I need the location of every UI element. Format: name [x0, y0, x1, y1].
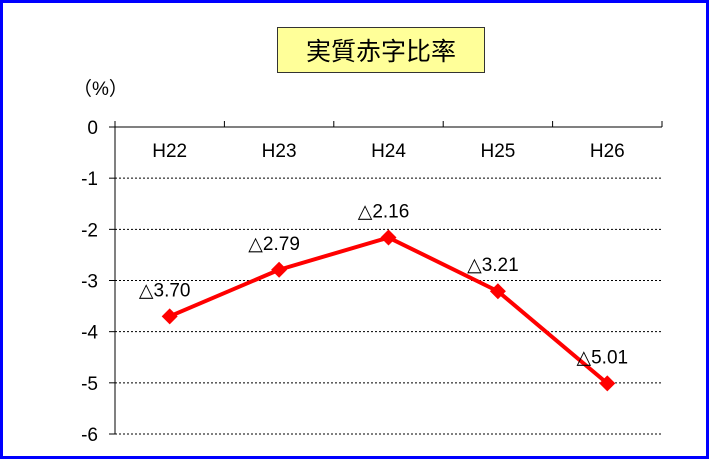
data-point-marker	[271, 261, 288, 278]
data-label: △3.70	[139, 280, 191, 301]
y-tick-labels: 0 -1 -2 -3 -4 -5 -6	[81, 118, 98, 446]
x-category-label: H23	[262, 141, 297, 162]
data-point-marker	[599, 375, 616, 392]
y-tick-label: -3	[81, 272, 98, 293]
chart-title: 実質赤字比率	[277, 27, 485, 73]
y-tick-label: -4	[81, 323, 98, 344]
y-tick-label: -6	[81, 425, 98, 446]
axes	[109, 121, 663, 435]
series-layer	[161, 229, 616, 392]
data-label: △5.01	[577, 347, 629, 368]
y-tick-label: -5	[81, 374, 98, 395]
y-tick-label: -1	[81, 169, 98, 190]
x-category-labels: H22 H23 H24 H25 H26	[152, 141, 624, 162]
data-label: △2.79	[248, 234, 300, 255]
y-tick-label: -2	[81, 220, 98, 241]
series-line	[168, 235, 609, 385]
data-point-marker	[380, 229, 397, 246]
x-category-label: H24	[371, 141, 406, 162]
x-category-label: H26	[590, 141, 625, 162]
x-category-label: H25	[480, 141, 515, 162]
data-label: △2.16	[358, 202, 410, 223]
y-axis-unit-label: （%）	[73, 79, 128, 100]
data-label: △3.21	[467, 255, 519, 276]
y-tick-label: 0	[87, 118, 98, 139]
data-point-marker	[489, 283, 506, 300]
gridlines	[115, 177, 662, 435]
data-labels: △3.70 △2.79 △2.16 △3.21 △5.01	[139, 202, 628, 369]
data-point-marker	[161, 308, 178, 325]
x-category-label: H22	[152, 141, 187, 162]
